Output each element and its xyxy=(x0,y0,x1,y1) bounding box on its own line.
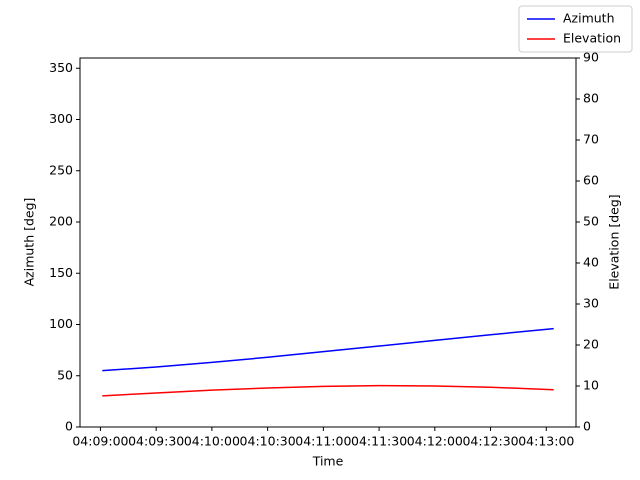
y2-tick-label: 30 xyxy=(583,296,599,311)
x-tick-label: 04:12:00 xyxy=(407,434,463,449)
legend-label: Elevation xyxy=(563,31,621,46)
y2-tick-label: 40 xyxy=(583,255,599,270)
x-tick-label: 04:10:00 xyxy=(184,434,240,449)
x-tick-label: 04:09:00 xyxy=(72,434,128,449)
y-tick-label: 300 xyxy=(49,111,73,126)
x-tick-label: 04:11:00 xyxy=(295,434,351,449)
line-series xyxy=(102,384,554,397)
x-tick-label: 04:09:30 xyxy=(128,434,184,449)
x-tick-label: 04:11:30 xyxy=(351,434,407,449)
y-tick-label: 250 xyxy=(49,162,73,177)
y2-tick-label: 70 xyxy=(583,132,599,147)
y-tick-label: 0 xyxy=(65,419,73,434)
x-tick-label: 04:12:30 xyxy=(462,434,518,449)
x-axis-label: Time xyxy=(312,454,344,469)
y-axis-label: Azimuth [deg] xyxy=(22,198,37,287)
legend-box xyxy=(518,5,633,53)
y2-axis-label: Elevation [deg] xyxy=(607,194,622,289)
y2-tick-label: 50 xyxy=(583,214,599,229)
x-tick-label: 04:13:00 xyxy=(518,434,574,449)
y2-tick-label: 0 xyxy=(583,419,591,434)
plot-frame xyxy=(79,57,577,428)
legend-label: Azimuth xyxy=(563,11,615,26)
y2-tick-label: 20 xyxy=(583,337,599,352)
x-tick-label: 04:10:30 xyxy=(240,434,296,449)
y-tick-label: 50 xyxy=(57,367,73,382)
y-tick-label: 200 xyxy=(49,214,73,229)
y-tick-label: 100 xyxy=(49,316,73,331)
y2-tick-label: 90 xyxy=(583,50,599,65)
y2-tick-label: 10 xyxy=(583,378,599,393)
line-series xyxy=(102,327,554,372)
y-tick-label: 150 xyxy=(49,265,73,280)
y-tick-label: 350 xyxy=(49,60,73,75)
y2-tick-label: 60 xyxy=(583,173,599,188)
y2-tick-label: 80 xyxy=(583,91,599,106)
